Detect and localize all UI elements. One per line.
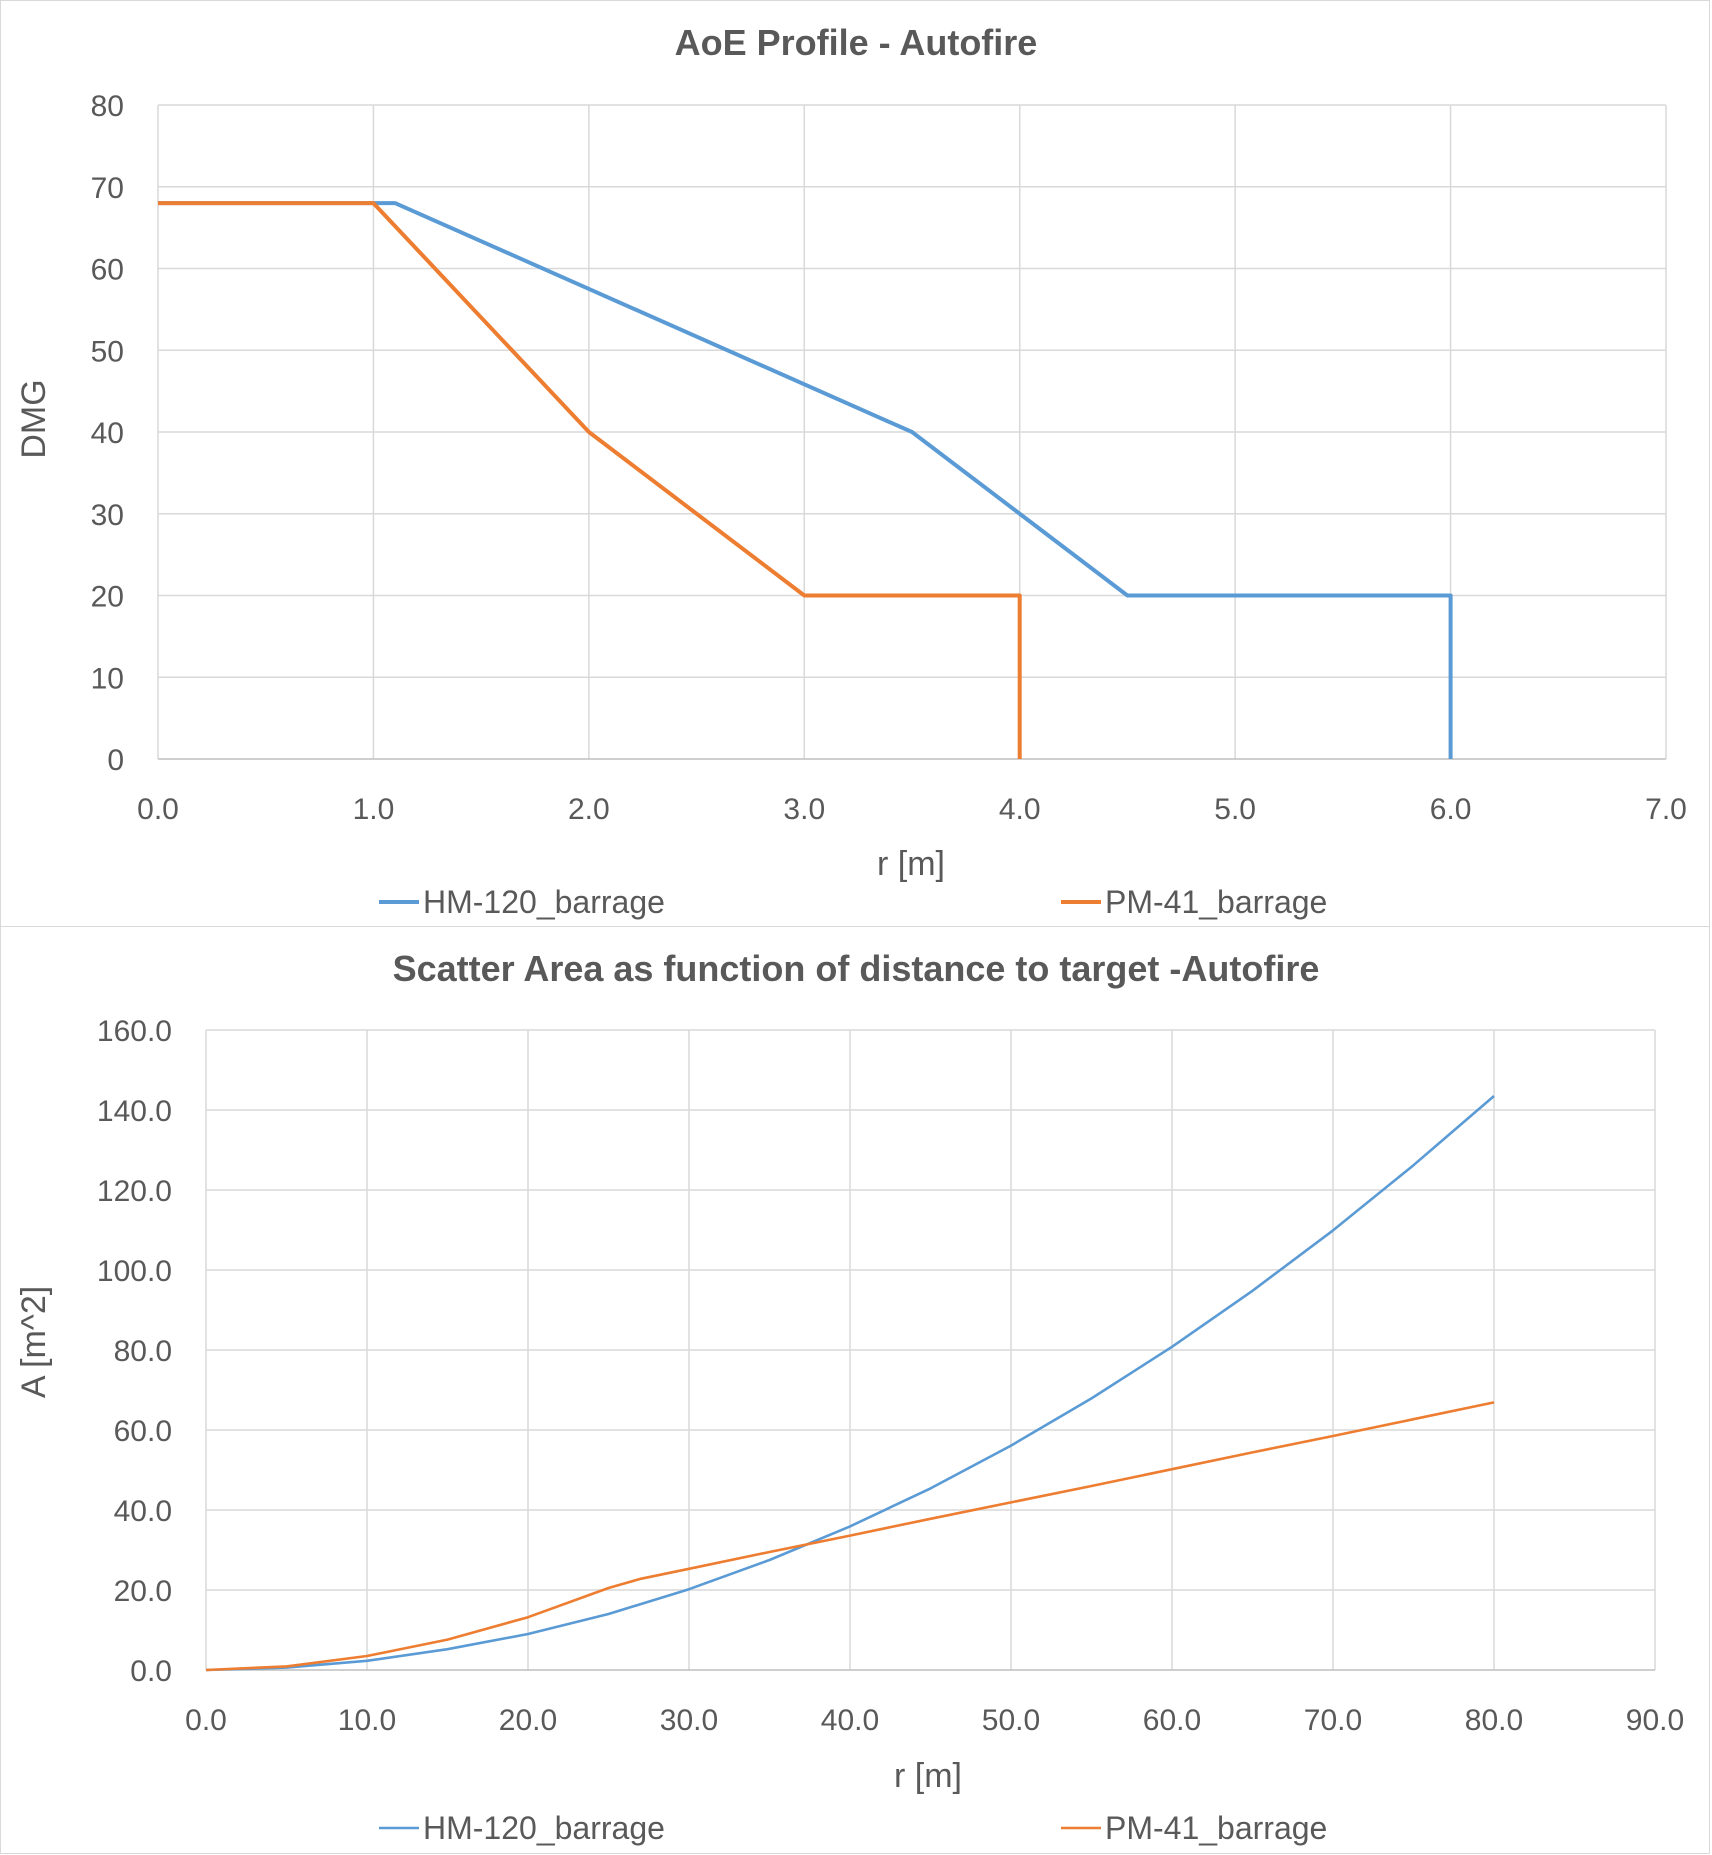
y-tick-label: 60	[91, 254, 124, 287]
x-tick-label: 80.0	[1465, 1704, 1523, 1737]
x-tick-label: 1.0	[353, 793, 395, 826]
x-tick-label: 6.0	[1430, 793, 1472, 826]
x-tick-label: 50.0	[982, 1704, 1040, 1737]
x-tick-label: 5.0	[1214, 793, 1256, 826]
y-tick-label: 10	[91, 662, 124, 695]
legend-label: HM-120_barrage	[423, 884, 665, 920]
x-tick-label: 4.0	[999, 793, 1041, 826]
chart-title: AoE Profile - Autofire	[675, 22, 1038, 63]
x-tick-label: 90.0	[1626, 1704, 1684, 1737]
y-tick-label: 20	[91, 581, 124, 614]
chart-title: Scatter Area as function of distance to …	[393, 948, 1320, 989]
y-tick-label: 100.0	[97, 1255, 172, 1288]
x-tick-label: 10.0	[338, 1704, 396, 1737]
y-tick-label: 50	[91, 335, 124, 368]
x-tick-label: 3.0	[783, 793, 825, 826]
x-tick-label: 30.0	[660, 1704, 718, 1737]
x-axis-label: r [m]	[877, 845, 945, 883]
series-line-pm-41-barrage	[205, 1401, 1495, 1672]
x-tick-label: 70.0	[1304, 1704, 1362, 1737]
x-tick-label: 2.0	[568, 793, 610, 826]
y-tick-label: 120.0	[97, 1175, 172, 1208]
x-tick-label: 40.0	[821, 1704, 879, 1737]
y-tick-label: 70	[91, 172, 124, 205]
legend-item-hm-120-barrage: HM-120_barrage	[379, 884, 665, 920]
y-tick-label: 0.0	[130, 1655, 172, 1688]
gridlines	[205, 1029, 1656, 1671]
legend-label: PM-41_barrage	[1105, 884, 1327, 920]
y-tick-label: 20.0	[114, 1575, 172, 1608]
legend-item-hm-120-barrage: HM-120_barrage	[379, 1810, 665, 1846]
x-tick-label: 7.0	[1645, 793, 1687, 826]
y-tick-label: 40	[91, 417, 124, 450]
legend-label: PM-41_barrage	[1105, 1810, 1327, 1846]
legend-label: HM-120_barrage	[423, 1810, 665, 1846]
y-tick-label: 40.0	[114, 1495, 172, 1528]
aoe-profile-chart-panel: AoE Profile - Autofire r [m] DMG 0.0 1.0 2…	[0, 0, 1710, 927]
legend-item-pm-41-barrage: PM-41_barrage	[1061, 884, 1327, 920]
y-axis-label: A [m^2]	[15, 1286, 53, 1398]
legend-item-pm-41-barrage: PM-41_barrage	[1061, 1810, 1327, 1846]
scatter-area-chart-panel: Scatter Area as function of distance to …	[0, 926, 1710, 1854]
scatter-area-chart: Scatter Area as function of distance to …	[15, 948, 1684, 1846]
y-tick-label: 160.0	[97, 1015, 172, 1048]
aoe-profile-chart: AoE Profile - Autofire r [m] DMG 0.0 1.0 2…	[15, 22, 1687, 920]
series-line-pm-41-barrage	[158, 201, 1022, 759]
series-line-hm-120-barrage	[205, 1095, 1495, 1672]
y-tick-label: 30	[91, 499, 124, 532]
x-tick-label: 60.0	[1143, 1704, 1201, 1737]
x-axis-label: r [m]	[894, 1757, 962, 1795]
y-tick-label: 80	[91, 90, 124, 123]
y-tick-label: 140.0	[97, 1095, 172, 1128]
series-line-hm-120-barrage	[158, 201, 1453, 759]
x-tick-label: 0.0	[185, 1704, 227, 1737]
y-tick-label: 0	[107, 744, 124, 777]
y-axis-label: DMG	[15, 379, 53, 458]
y-tick-label: 60.0	[114, 1415, 172, 1448]
x-tick-label: 0.0	[137, 793, 179, 826]
y-tick-label: 80.0	[114, 1335, 172, 1368]
x-tick-label: 20.0	[499, 1704, 557, 1737]
